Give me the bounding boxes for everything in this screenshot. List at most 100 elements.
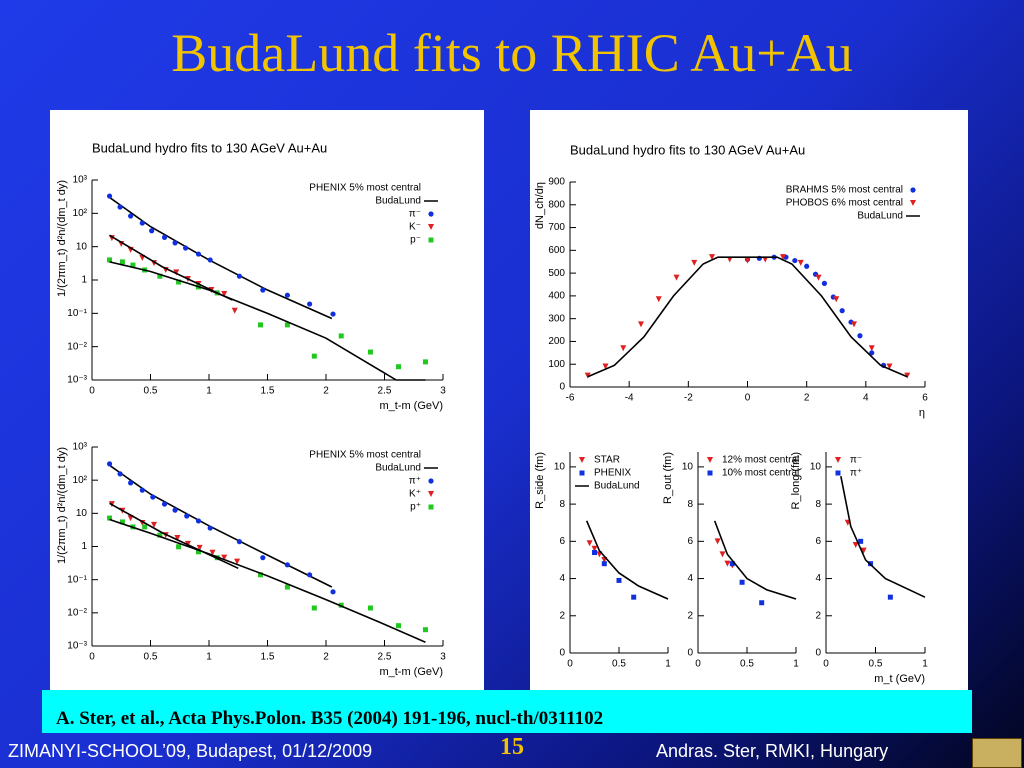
- data-point: [655, 296, 662, 303]
- data-point: [852, 542, 859, 549]
- x-tick-label: -6: [566, 393, 575, 404]
- data-point: [729, 561, 735, 567]
- data-point: [815, 274, 822, 281]
- data-point: [284, 322, 290, 328]
- x-axis-label: m_t-m (GeV): [379, 666, 443, 678]
- y-tick-label: 6: [559, 536, 565, 547]
- x-tick-label: 1: [206, 652, 212, 663]
- y-tick-label: 500: [548, 268, 565, 279]
- legend-title: PHENIX 5% most central: [309, 450, 421, 461]
- x-tick-label: 6: [922, 393, 928, 404]
- data-point: [196, 544, 203, 551]
- x-tick-label: -4: [625, 393, 634, 404]
- data-point: [367, 349, 373, 355]
- data-point: [724, 560, 731, 567]
- data-point: [161, 501, 168, 507]
- data-point: [119, 259, 125, 265]
- legend-symbol: [579, 457, 585, 463]
- x-tick-label: 0.5: [740, 659, 754, 670]
- legend-symbol: [579, 470, 585, 476]
- x-tick-label: 1: [922, 659, 928, 670]
- y-tick-label: 1: [81, 541, 87, 552]
- y-tick-label: 10: [76, 508, 88, 519]
- data-point: [260, 287, 266, 293]
- legend-label: K⁺: [409, 489, 421, 500]
- x-tick-label: 0.5: [144, 386, 158, 397]
- y-tick-label: 10: [554, 462, 566, 473]
- x-tick-label: 3: [440, 652, 446, 663]
- data-point: [616, 577, 622, 583]
- y-tick-label: 10: [76, 241, 88, 252]
- legend-label: PHOBOS 6% most central: [786, 198, 903, 209]
- x-tick-label: 2: [323, 652, 329, 663]
- y-tick-label: 0: [559, 648, 565, 659]
- x-axis-label: m_t-m (GeV): [379, 400, 443, 412]
- legend-label: 10% most central: [722, 468, 799, 479]
- data-point: [857, 333, 863, 339]
- legend-symbol: [835, 470, 841, 476]
- data-point: [602, 363, 609, 370]
- legend-label: π⁺: [409, 476, 421, 487]
- y-axis-label: 1/(2πm_t) d²n/(dm_t dy): [56, 180, 68, 297]
- x-tick-label: 0: [823, 659, 829, 670]
- data-point: [257, 322, 263, 328]
- data-point: [804, 263, 810, 269]
- data-point: [184, 540, 191, 547]
- data-point: [284, 584, 290, 590]
- legend-symbol: [428, 491, 434, 497]
- fit-line: [109, 518, 426, 643]
- data-point: [221, 291, 228, 298]
- chart-title: BudaLund hydro fits to 130 AGeV Au+Au: [570, 142, 805, 157]
- data-point: [195, 518, 202, 524]
- y-axis-label: R_long (fm): [790, 452, 802, 509]
- y-tick-label: 10⁻¹: [67, 574, 87, 585]
- data-point: [117, 471, 123, 477]
- y-tick-label: 10⁻³: [67, 375, 87, 386]
- data-point: [839, 308, 845, 314]
- legend-label: BRAHMS 5% most central: [786, 185, 903, 196]
- x-tick-label: 3: [440, 386, 446, 397]
- data-point: [638, 321, 644, 328]
- data-point: [739, 579, 745, 585]
- legend-label: BudaLund: [857, 211, 903, 222]
- data-point: [330, 311, 336, 317]
- y-tick-label: 400: [548, 291, 565, 302]
- y-tick-label: 10²: [73, 475, 88, 486]
- fit-line: [109, 234, 233, 301]
- fit-line: [109, 261, 426, 381]
- legend-title: PHENIX 5% most central: [309, 183, 421, 194]
- x-tick-label: 2.5: [378, 652, 392, 663]
- data-point: [833, 296, 840, 303]
- data-point: [139, 487, 145, 493]
- y-tick-label: 4: [687, 573, 693, 584]
- data-point: [128, 480, 134, 486]
- y-tick-label: 10: [682, 462, 694, 473]
- data-point: [234, 558, 241, 565]
- data-point: [236, 539, 243, 545]
- legend-label: π⁺: [850, 468, 862, 479]
- y-axis-label: 1/(2πm_t) d²n/(dm_t dy): [56, 447, 68, 564]
- data-point: [887, 594, 893, 600]
- footer-left: ZIMANYI-SCHOOL’09, Budapest, 01/12/2009: [8, 741, 373, 761]
- y-tick-label: 600: [548, 245, 565, 256]
- x-tick-label: 0.5: [612, 659, 626, 670]
- data-point: [858, 538, 864, 544]
- y-tick-label: 900: [548, 177, 565, 188]
- data-point: [117, 204, 123, 210]
- data-point: [601, 561, 607, 567]
- data-point: [307, 301, 313, 307]
- x-tick-label: 0: [89, 652, 95, 663]
- data-point: [330, 589, 336, 595]
- data-point: [176, 279, 182, 285]
- data-point: [311, 353, 317, 359]
- data-point: [422, 627, 428, 633]
- data-point: [106, 461, 113, 467]
- data-point: [260, 555, 266, 561]
- y-axis-label: R_out (fm): [662, 452, 674, 504]
- data-point: [195, 251, 202, 257]
- right-panel: [530, 110, 968, 690]
- fit-line: [713, 520, 797, 600]
- legend-label: π⁻: [409, 209, 421, 220]
- data-point: [367, 605, 373, 611]
- data-point: [128, 213, 134, 219]
